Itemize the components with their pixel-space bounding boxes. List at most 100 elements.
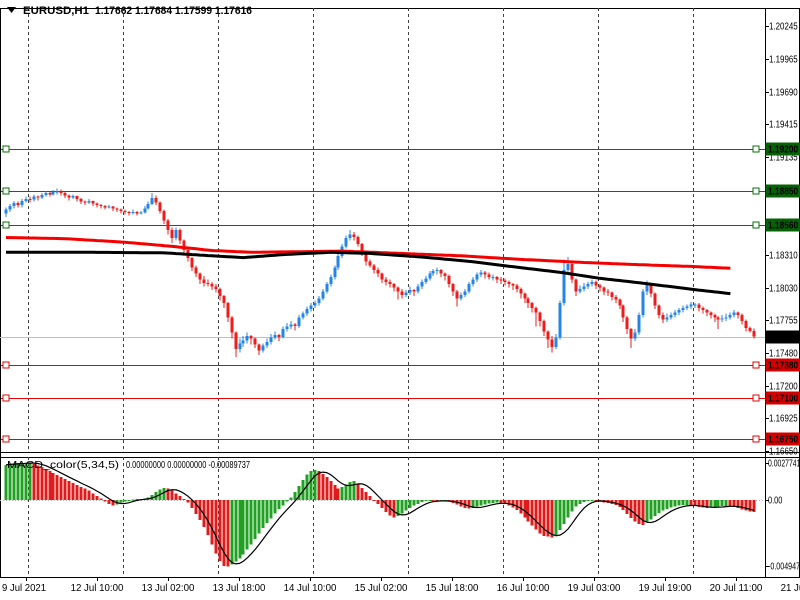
candle-body xyxy=(127,212,131,214)
candle-body xyxy=(8,206,12,210)
candle-body xyxy=(633,332,637,339)
candle-body xyxy=(277,335,281,337)
candle-body xyxy=(182,240,186,250)
candle-body xyxy=(625,317,629,330)
macd-bar xyxy=(463,500,467,508)
macd-bar xyxy=(174,493,178,500)
candle-body xyxy=(139,212,143,214)
macd-indicator-name: MACD_color(5,34,5) xyxy=(7,459,119,471)
candle-body xyxy=(103,205,107,208)
macd-bar xyxy=(206,500,210,535)
candle-body xyxy=(218,288,222,296)
candle-body xyxy=(162,210,166,221)
candle-body xyxy=(214,286,218,289)
macd-bar xyxy=(360,487,364,500)
candle-body xyxy=(285,326,289,330)
candle-body xyxy=(526,298,530,304)
candle-body xyxy=(475,274,479,280)
time-axis[interactable]: 9 Jul 2021 12 Jul 10:00 13 Jul 02:00 13 Jul… xyxy=(2,577,800,594)
symbol-dropdown-icon[interactable] xyxy=(7,7,16,13)
macd-bar xyxy=(392,500,396,518)
candle-body xyxy=(364,253,368,262)
time-label: 20 Jul 11:00 xyxy=(710,583,763,594)
macd-bar xyxy=(91,493,95,500)
macd-bar xyxy=(226,500,230,567)
macd-signal-line xyxy=(5,462,755,565)
macd-bar xyxy=(404,500,408,511)
macd-bar xyxy=(368,495,372,500)
price-tick-label: 1.17480 xyxy=(769,349,798,360)
macd-bar xyxy=(740,500,744,510)
level-anchor xyxy=(2,145,10,153)
macd-bar xyxy=(748,500,752,512)
candle-body xyxy=(313,303,317,306)
candle-body xyxy=(677,310,681,313)
macd-bar xyxy=(554,500,558,536)
candle-body xyxy=(550,339,554,347)
macd-bar xyxy=(633,500,637,522)
candle-body xyxy=(487,274,491,278)
candle-body xyxy=(32,196,36,200)
candle-body xyxy=(408,290,412,293)
candle-body xyxy=(63,193,67,196)
macd-bar xyxy=(63,479,67,500)
candle-body xyxy=(586,284,590,287)
candle-body xyxy=(20,200,24,205)
candle-body xyxy=(503,280,507,282)
candle-body xyxy=(55,191,59,193)
level-anchor xyxy=(2,435,10,443)
macd-bar xyxy=(182,498,186,500)
macd-bar xyxy=(471,500,475,509)
candle-body xyxy=(51,192,55,195)
candle-body xyxy=(519,288,523,294)
candle-body xyxy=(594,281,598,286)
macd-bar xyxy=(4,464,8,500)
candle-body xyxy=(4,209,8,214)
price-tag xyxy=(765,142,800,156)
macd-bar xyxy=(340,487,344,500)
candle-body xyxy=(289,324,293,327)
candle-body xyxy=(614,297,618,300)
candle-body xyxy=(99,204,103,206)
price-axis[interactable]: 1.20245 1.19965 1.19690 1.19415 1.19135 1.183… xyxy=(765,22,800,573)
price-tag xyxy=(765,330,800,344)
macd-bar xyxy=(570,500,574,512)
candle-body xyxy=(483,272,487,275)
candle-body xyxy=(28,199,32,201)
macd-bar xyxy=(558,500,562,531)
macd-bar xyxy=(665,500,669,509)
macd-bar xyxy=(523,500,527,518)
macd-bar xyxy=(629,500,633,519)
macd-bar xyxy=(380,500,384,509)
candle-body xyxy=(459,294,463,299)
macd-bar xyxy=(44,469,48,500)
macd-bar xyxy=(123,500,127,502)
macd-bar xyxy=(400,500,404,514)
macd-bar xyxy=(657,500,661,514)
candle-body xyxy=(257,344,261,351)
macd-bar xyxy=(376,500,380,505)
macd-bar xyxy=(586,500,590,501)
macd-bar xyxy=(562,500,566,525)
candle-body xyxy=(495,277,499,280)
level-anchor xyxy=(752,361,760,369)
candle-body xyxy=(602,287,606,292)
macd-bar xyxy=(281,500,285,506)
candle-body xyxy=(685,306,689,308)
candle-body xyxy=(281,329,285,337)
time-label: 16 Jul 10:00 xyxy=(497,583,550,594)
candle-body xyxy=(669,314,673,318)
candle-body xyxy=(689,304,693,307)
candle-body xyxy=(523,293,527,299)
macd-signal xyxy=(5,462,755,565)
macd-bar xyxy=(107,500,111,504)
macd-bar xyxy=(705,500,709,508)
time-label: 19 Jul 03:00 xyxy=(568,583,621,594)
candle-body xyxy=(451,284,455,292)
candle-body xyxy=(194,267,198,274)
ma-line-black xyxy=(6,250,731,296)
level-lines[interactable] xyxy=(1,145,765,443)
macd-bar xyxy=(637,500,641,524)
candle-body xyxy=(507,281,511,285)
candle-body xyxy=(83,201,87,203)
